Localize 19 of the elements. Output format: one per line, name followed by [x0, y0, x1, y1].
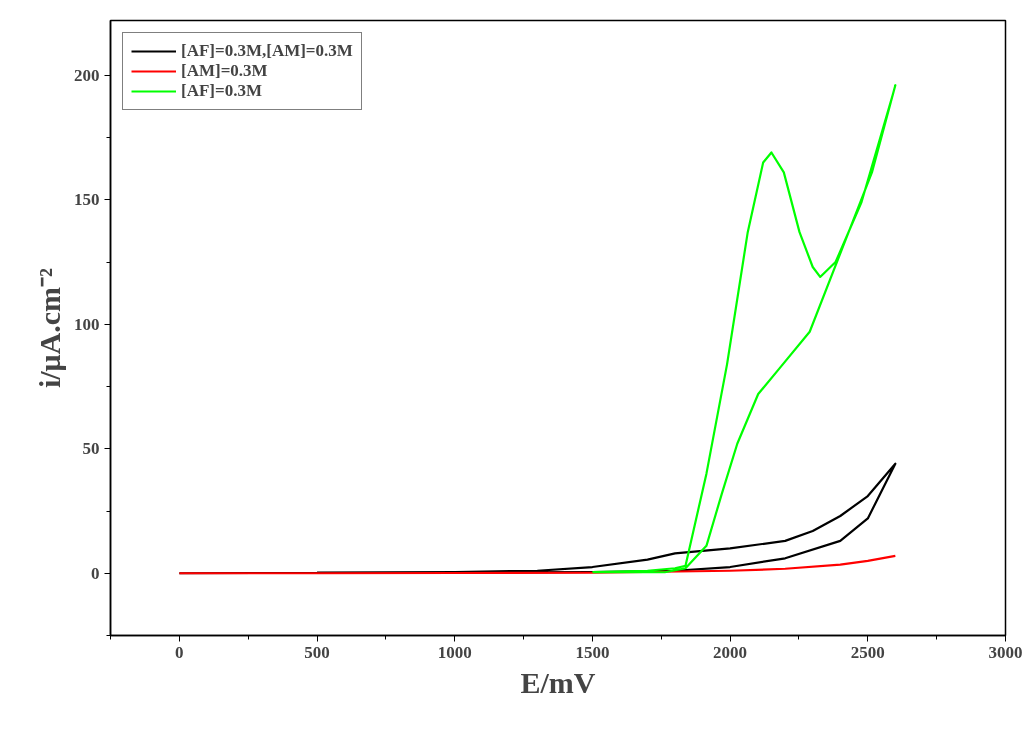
x-tick-label: 1000 — [437, 642, 472, 662]
x-tick-label: 2500 — [850, 642, 885, 662]
x-tick-label: 0 — [175, 642, 184, 662]
x-tick-label: 2000 — [713, 642, 748, 662]
legend-label: [AM]=0.3M — [181, 61, 268, 81]
y-tick-label: 100 — [74, 314, 100, 334]
y-tick-label: 200 — [74, 65, 100, 85]
legend-label: [AF]=0.3M,[AM]=0.3M — [181, 41, 353, 61]
x-axis-title: E/mV — [520, 665, 596, 699]
line-series — [591, 84, 897, 574]
y-tick-label: 150 — [74, 190, 100, 210]
line-series — [178, 554, 897, 575]
y-tick-label: 50 — [82, 439, 100, 459]
x-tick-label: 500 — [304, 642, 330, 662]
y-axis-title: i/μA.cm⁻² — [33, 267, 66, 389]
y-tick-label: 0 — [91, 563, 100, 583]
legend-label: [AF]=0.3M — [181, 81, 262, 101]
x-tick-label: 3000 — [988, 642, 1023, 662]
x-tick-label: 1500 — [575, 642, 610, 662]
